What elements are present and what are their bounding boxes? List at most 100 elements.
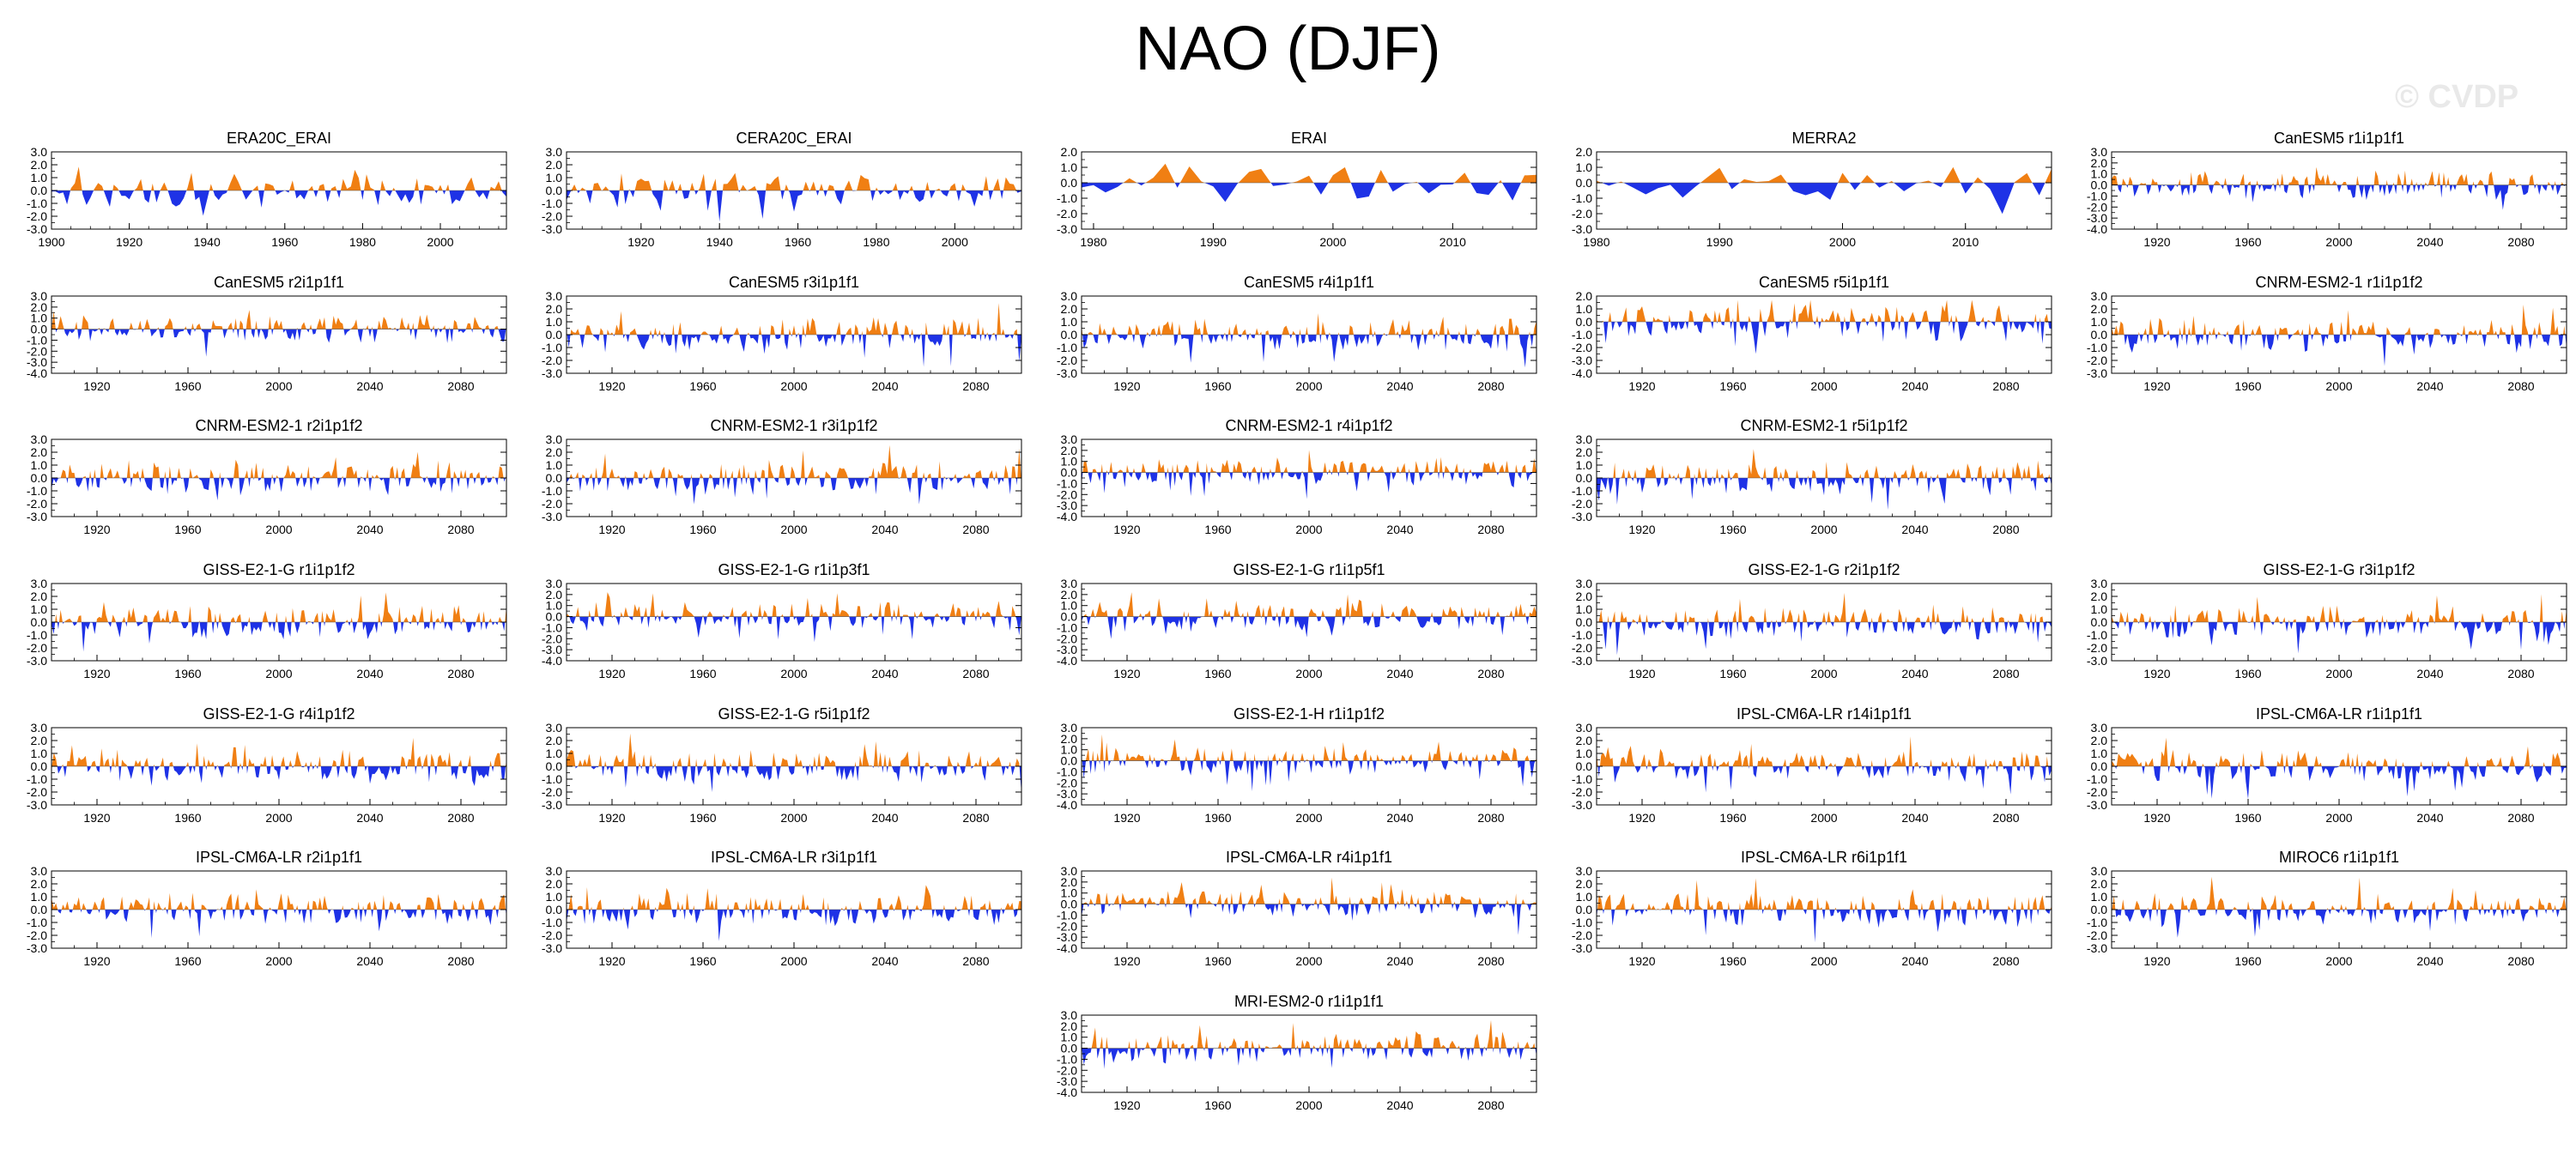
y-tick-label: 0.0 bbox=[1576, 759, 1593, 773]
y-tick-label: -4.0 bbox=[1057, 941, 1077, 955]
x-tick-label: 2040 bbox=[2416, 667, 2443, 680]
negative-area bbox=[52, 190, 506, 216]
y-tick-label: -2.0 bbox=[542, 209, 562, 223]
y-tick-label: -3.0 bbox=[2087, 798, 2107, 812]
y-tick-label: 0.0 bbox=[1576, 315, 1593, 329]
x-tick-label: 2010 bbox=[1440, 235, 1466, 249]
panel-chart: 3.02.01.00.0-1.0-2.0-3.0 1920 1960 2000 2040… bbox=[2087, 864, 2567, 968]
y-tick-label: -2.0 bbox=[27, 497, 47, 511]
panel-chart: 3.02.01.00.0-1.0-2.0-3.0 1920 1960 2000 2040… bbox=[27, 721, 507, 825]
y-tick-label: 0.0 bbox=[1576, 176, 1593, 190]
y-tick-label: -1.0 bbox=[542, 916, 562, 929]
y-tick-label: -1.0 bbox=[1572, 328, 1592, 342]
positive-area bbox=[1597, 736, 2052, 766]
y-tick-label: -1.0 bbox=[1572, 191, 1592, 205]
x-tick-label: 2040 bbox=[1386, 1098, 1413, 1112]
y-tick-label: 2.0 bbox=[2091, 734, 2108, 747]
x-tick-label: 2080 bbox=[1477, 811, 1504, 825]
positive-area bbox=[1597, 592, 2052, 622]
y-tick-label: -3.0 bbox=[1057, 499, 1077, 512]
panel-chart: 3.02.01.00.0-1.0-2.0-3.0 1920 1960 2000 2040… bbox=[542, 721, 1022, 825]
y-tick-label: 1.0 bbox=[2091, 167, 2108, 181]
y-tick-label: 1.0 bbox=[1576, 747, 1593, 760]
y-tick-label: 3.0 bbox=[1061, 1008, 1078, 1022]
y-tick-label: 2.0 bbox=[31, 590, 48, 603]
y-tick-label: 3.0 bbox=[1576, 864, 1593, 878]
y-tick-label: -3.0 bbox=[27, 798, 47, 812]
y-tick-label: 1.0 bbox=[1576, 602, 1593, 616]
x-tick-label: 2040 bbox=[1386, 811, 1413, 825]
x-tick-label: 1940 bbox=[706, 235, 733, 249]
x-tick-label: 1960 bbox=[1204, 379, 1231, 393]
x-tick-label: 2000 bbox=[1295, 379, 1322, 393]
y-tick-label: -3.0 bbox=[1057, 787, 1077, 801]
y-tick-label: -2.0 bbox=[2087, 354, 2107, 367]
panel-3: MERRA2 2.0 1.0 0.0 -1.0 -2.0 -3.0 1980 1990 2000 2… bbox=[1572, 130, 2052, 249]
x-tick-label: 2010 bbox=[1952, 235, 1979, 249]
panel-chart: 3.02.01.00.0-1.0-2.0-3.0 1920 1960 2000 2040… bbox=[2087, 289, 2567, 393]
x-tick-label: 2080 bbox=[1992, 811, 2019, 825]
y-tick-label: -3.0 bbox=[27, 941, 47, 955]
y-tick-label: -1.0 bbox=[2087, 772, 2107, 786]
y-tick-label: 3.0 bbox=[546, 721, 563, 735]
panel-16: GISS-E2-1-G r1i1p5f1 3.0 2.0 1.0 0.0 -1.0 -2.0… bbox=[1057, 561, 1537, 680]
y-tick-label: 0.0 bbox=[1576, 471, 1593, 485]
panel-title: IPSL-CM6A-LR r6i1p1f1 bbox=[1740, 849, 1908, 866]
y-tick-label: 1.0 bbox=[546, 458, 563, 472]
y-tick-label: -3.0 bbox=[2087, 366, 2107, 380]
y-tick-label: 3.0 bbox=[31, 432, 48, 446]
panel-5: CanESM5 r2i1p1f1 3.0 2.0 1.0 0.0 -1.0 -2.0 -3.0… bbox=[27, 274, 507, 393]
x-tick-label: 2080 bbox=[447, 379, 474, 393]
negative-area bbox=[567, 335, 1021, 367]
y-tick-label: 3.0 bbox=[1576, 577, 1593, 590]
x-tick-label: 2000 bbox=[265, 523, 292, 536]
y-tick-label: 0.0 bbox=[2091, 759, 2108, 773]
panel-24: IPSL-CM6A-LR r2i1p1f1 3.0 2.0 1.0 0.0 -1.0 -2.… bbox=[27, 849, 507, 968]
panel-chart: 2.01.00.0-1.0-2.0-3.0-4.0 1920 1960 2000 204… bbox=[1572, 289, 2052, 393]
y-tick-label: 1.0 bbox=[546, 747, 563, 760]
panel-26: IPSL-CM6A-LR r4i1p1f1 3.0 2.0 1.0 0.0 -1.0 -2.… bbox=[1057, 849, 1537, 968]
x-tick-label: 2080 bbox=[447, 811, 474, 825]
x-tick-label: 2040 bbox=[1386, 954, 1413, 968]
panel-18: GISS-E2-1-G r3i1p1f2 3.0 2.0 1.0 0.0 -1.0 -2.0… bbox=[2087, 561, 2567, 680]
y-tick-label: 3.0 bbox=[546, 577, 563, 590]
x-tick-label: 2040 bbox=[2416, 954, 2443, 968]
panel-19: GISS-E2-1-G r4i1p1f2 3.0 2.0 1.0 0.0 -1.0 -2.0… bbox=[27, 705, 507, 825]
y-tick-label: 3.0 bbox=[2091, 721, 2108, 735]
positive-area bbox=[1597, 166, 2052, 183]
panel-title: IPSL-CM6A-LR r4i1p1f1 bbox=[1225, 849, 1393, 866]
negative-area bbox=[1082, 183, 1537, 203]
panel-title: CanESM5 r5i1p1f1 bbox=[1758, 274, 1890, 291]
y-tick-label: -3.0 bbox=[542, 510, 562, 523]
positive-area bbox=[1082, 1019, 1537, 1049]
x-tick-label: 1920 bbox=[83, 667, 110, 680]
y-tick-label: 3.0 bbox=[546, 432, 563, 446]
y-tick-label: 1.0 bbox=[546, 599, 563, 613]
panel-chart: 3.02.01.00.0-1.0-2.0-3.0-4.0 1920 1960 2000… bbox=[2087, 145, 2567, 249]
x-tick-label: 1960 bbox=[2234, 667, 2261, 680]
negative-area bbox=[2112, 622, 2567, 654]
y-tick-label: 1.0 bbox=[1061, 599, 1078, 613]
y-tick-label: 2.0 bbox=[546, 158, 563, 172]
y-tick-label: -2.0 bbox=[27, 344, 47, 358]
y-tick-label: 0.0 bbox=[546, 610, 563, 624]
negative-area bbox=[569, 616, 1021, 643]
positive-area bbox=[52, 737, 506, 766]
panel-23: IPSL-CM6A-LR r1i1p1f1 3.0 2.0 1.0 0.0 -1.0 -2.… bbox=[2087, 705, 2567, 825]
y-tick-label: 2.0 bbox=[1061, 1019, 1078, 1033]
x-tick-label: 1920 bbox=[116, 235, 142, 249]
y-tick-label: -3.0 bbox=[542, 366, 562, 380]
y-tick-label: 0.0 bbox=[2091, 178, 2108, 192]
x-tick-label: 1960 bbox=[1719, 667, 1746, 680]
x-tick-label: 1960 bbox=[174, 954, 201, 968]
positive-area bbox=[1082, 163, 1537, 183]
y-tick-label: -1.0 bbox=[1057, 341, 1077, 354]
panel-1: CERA20C_ERAI 3.0 2.0 1.0 0.0 -1.0 -2.0 -3.0 1920… bbox=[542, 130, 1022, 249]
y-tick-label: -1.0 bbox=[1572, 628, 1592, 642]
x-tick-label: 1920 bbox=[1113, 379, 1140, 393]
y-tick-label: 2.0 bbox=[1576, 590, 1593, 603]
y-tick-label: -3.0 bbox=[542, 941, 562, 955]
panel-chart: 3.02.01.00.0-1.0-2.0-3.0-4.0 1920 1960 2000… bbox=[542, 577, 1022, 680]
y-tick-label: 2.0 bbox=[546, 877, 563, 891]
